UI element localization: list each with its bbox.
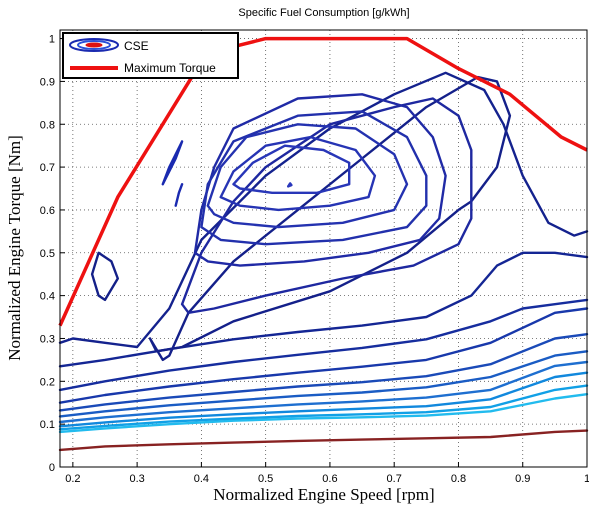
contour-line-12 <box>148 75 512 362</box>
y-tick-label: 0 <box>49 462 55 474</box>
plot-frame <box>59 29 588 468</box>
x-tick-label: 0.7 <box>387 473 402 485</box>
contour-line-15 <box>200 110 428 246</box>
max-torque-line <box>58 36 588 327</box>
contour-line-5 <box>58 350 589 418</box>
contour-line-14 <box>193 93 447 267</box>
contour-line-4 <box>58 360 589 424</box>
y-tick-label: 0.9 <box>40 76 55 88</box>
x-tick-label: 0.5 <box>258 473 273 485</box>
contour-line-20 <box>161 140 184 186</box>
contour-line-1 <box>58 393 589 434</box>
contour-line-3 <box>58 371 589 428</box>
y-tick-label: 0.7 <box>40 162 55 174</box>
legend-cse-swatch <box>69 38 119 52</box>
y-tick-label: 0.1 <box>40 419 55 431</box>
y-tick-label: 0.4 <box>40 291 55 303</box>
x-tick-label: 0.9 <box>515 473 530 485</box>
contour-line-19 <box>287 182 293 188</box>
y-tick-label: 0.5 <box>40 248 55 260</box>
legend-label-max-torque: Maximum Torque <box>124 61 216 75</box>
x-tick-label: 0.6 <box>322 473 337 485</box>
y-tick-label: 0.6 <box>40 205 55 217</box>
contour-line-18 <box>232 144 351 195</box>
x-tick-label: 1 <box>584 473 589 485</box>
contour-line-17 <box>219 135 377 212</box>
max-torque-series <box>58 36 588 327</box>
x-axis-label: Normalized Engine Speed [rpm] <box>213 485 434 504</box>
contour-line-7 <box>58 307 589 404</box>
y-tick-label: 0.8 <box>40 119 55 131</box>
x-tick-label: 0.4 <box>194 473 209 485</box>
contour-line-8 <box>58 298 589 392</box>
contour-line-16 <box>206 123 409 229</box>
legend-label-cse: CSE <box>124 39 149 53</box>
contour-line-13 <box>180 97 473 314</box>
chart-title: Specific Fuel Consumption [g/kWh] <box>238 7 409 19</box>
contour-line-0 <box>58 429 589 452</box>
contour-lines <box>58 71 589 452</box>
contour-line-6 <box>58 333 589 412</box>
x-tick-label: 0.3 <box>129 473 144 485</box>
y-tick-label: 0.3 <box>40 333 55 345</box>
contour-line-11 <box>90 251 120 302</box>
contour-line-2 <box>58 384 589 431</box>
x-tick-label: 0.8 <box>451 473 466 485</box>
y-tick-label: 0.2 <box>40 376 55 388</box>
contour-line-21 <box>174 182 184 207</box>
contour-line-9 <box>58 251 589 368</box>
x-axis-ticks: 0.2 0.3 0.4 0.5 0.6 0.7 0.8 0.9 1 <box>65 462 589 485</box>
x-tick-label: 0.2 <box>65 473 80 485</box>
legend: CSE Maximum Torque <box>62 32 239 79</box>
y-tick-label: 1 <box>49 34 55 46</box>
y-axis-label: Normalized Engine Torque [Nm] <box>5 135 24 361</box>
y-axis-ticks: 0 0.1 0.2 0.3 0.4 0.5 0.6 0.7 0.8 0.9 1 <box>40 34 65 474</box>
